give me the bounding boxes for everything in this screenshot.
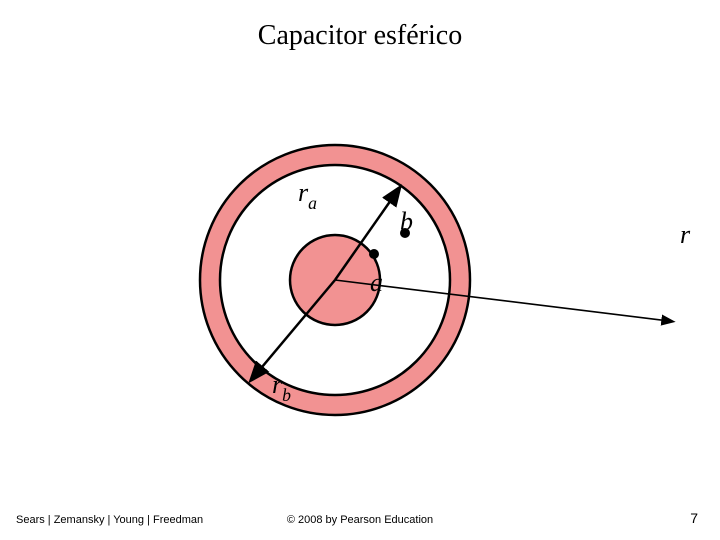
- spherical-capacitor-diagram: [0, 0, 720, 540]
- label-b-var: b: [400, 207, 413, 236]
- label-b: b: [400, 207, 413, 237]
- footer-page-number: 7: [690, 510, 698, 526]
- label-r: r: [680, 220, 690, 250]
- label-a-var: a: [370, 268, 383, 297]
- label-ra: ra: [298, 178, 317, 212]
- footer-authors: Sears | Zemansky | Young | Freedman: [16, 514, 203, 526]
- footer-copyright: © 2008 by Pearson Education: [287, 514, 433, 526]
- label-ra-var: r: [298, 178, 308, 207]
- label-rb-var: r: [272, 370, 282, 399]
- label-r-var: r: [680, 220, 690, 249]
- label-rb-sub: b: [282, 385, 291, 405]
- label-a: a: [370, 268, 383, 298]
- point-a-marker: [369, 249, 379, 259]
- label-ra-sub: a: [308, 193, 317, 213]
- label-rb: rb: [272, 370, 291, 404]
